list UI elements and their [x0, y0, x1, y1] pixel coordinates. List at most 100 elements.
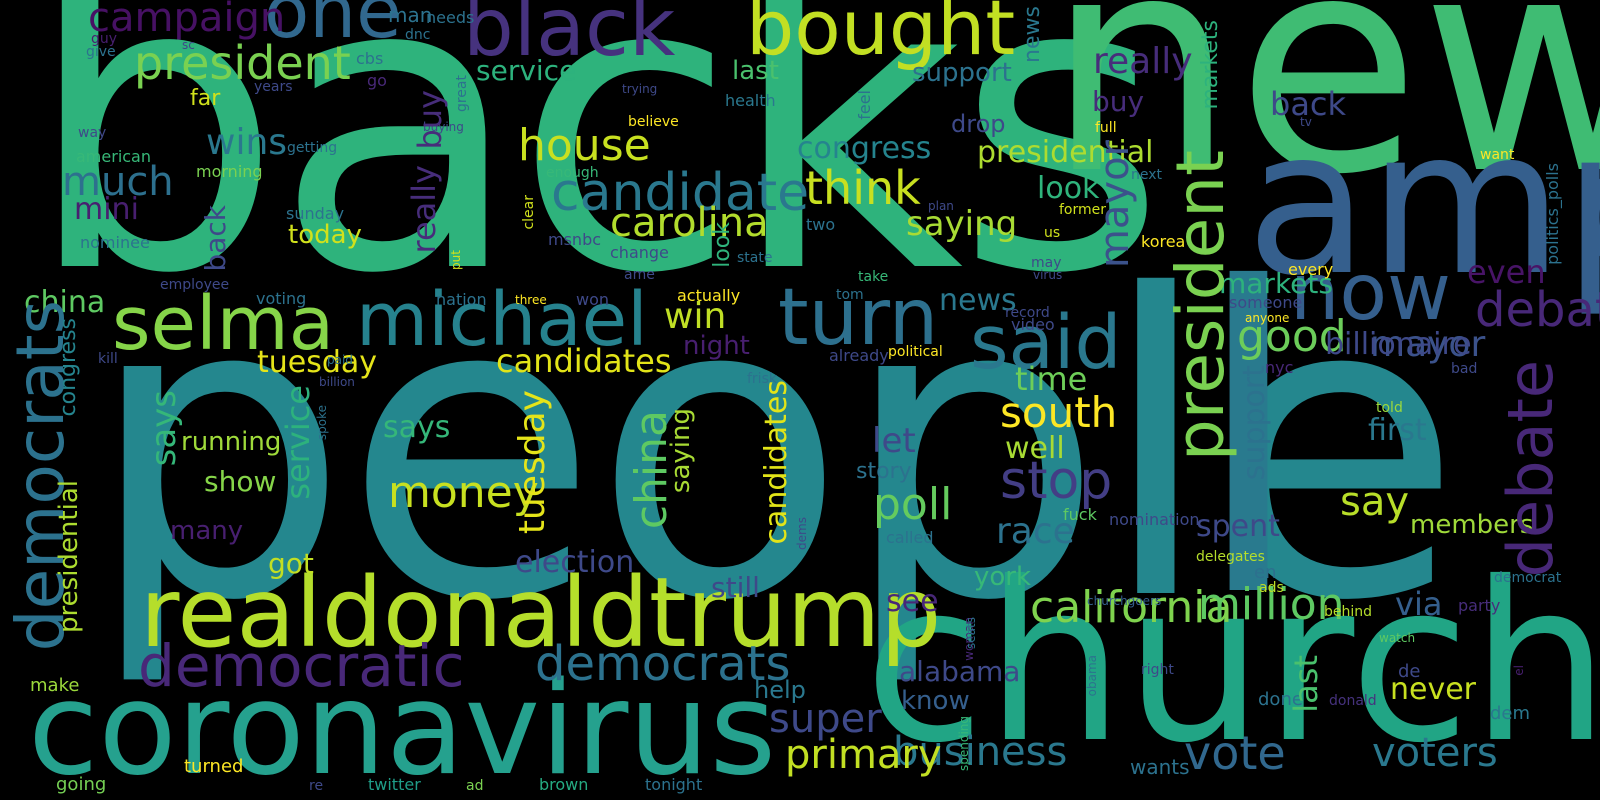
word-primary: say: [1340, 479, 1410, 525]
word-coronavirus: coronavirus: [28, 655, 777, 800]
word-donaldjtrumpjr: tonight: [645, 775, 703, 794]
word-tv: want: [1480, 147, 1515, 163]
word-selma: selma: [112, 281, 335, 367]
word-democrat: help: [754, 676, 806, 704]
word-fuck: turned: [184, 756, 244, 777]
word-candidate: voters: [1372, 730, 1498, 776]
word-million: vote: [1184, 726, 1286, 780]
word-politics_polls: every: [1288, 260, 1334, 279]
word-churchgoers: brown: [539, 775, 589, 794]
word-paid: billion: [319, 375, 355, 389]
word-saying: saying: [666, 408, 696, 494]
word-know: markets: [1219, 267, 1333, 300]
word-change: ame: [624, 267, 655, 283]
word-sunday: american: [76, 147, 151, 166]
word-msnbc: change: [610, 243, 669, 262]
word-race: tuesday: [257, 345, 378, 380]
word-donald: still: [711, 571, 760, 604]
word-first: china: [24, 285, 106, 320]
word-nyc: bad: [1451, 361, 1478, 377]
word-america: watch: [1379, 631, 1416, 645]
word-clear: clear: [521, 195, 537, 230]
word-us: korea: [1141, 232, 1186, 251]
word-support: support: [1237, 365, 1272, 481]
word-see: saying: [906, 204, 1018, 244]
word-win: carolina: [610, 200, 769, 246]
word-done: running: [181, 427, 282, 457]
word-anyone: nyc: [1265, 358, 1294, 377]
word-another: re: [309, 778, 324, 794]
word-poll: stop: [1000, 451, 1113, 511]
word-talk: donald: [1329, 693, 1377, 709]
word-wins: super: [769, 696, 882, 742]
word-feel: record: [1005, 305, 1050, 321]
word-many: buy: [1092, 85, 1145, 118]
word-election: support: [912, 58, 1012, 88]
word-already: political: [888, 344, 943, 360]
word-tonight: night: [683, 331, 750, 361]
word-twitter: well: [1005, 431, 1065, 466]
word-texas: behind: [1324, 604, 1373, 620]
word-never: time: [1015, 360, 1088, 398]
word-ad: billionaire: [1325, 327, 1472, 362]
word-realdonaldtrump: realdonaldtrump: [140, 557, 942, 669]
word-dnc: guy: [91, 31, 118, 47]
word-stop: think: [805, 161, 921, 215]
word-running: back: [1270, 85, 1347, 123]
word-people: people: [86, 208, 1463, 691]
word-pelosi: nominee: [80, 233, 150, 252]
word-don: en: [1254, 562, 1277, 583]
word-frisk: already: [829, 346, 889, 365]
word-year: right: [1141, 662, 1174, 678]
word-said: said: [970, 300, 1122, 386]
word-well: today: [288, 220, 362, 250]
word-needs: dnc: [405, 27, 431, 43]
word-going: first: [1368, 413, 1427, 448]
word-everyone: make: [30, 675, 80, 696]
word-told: story: [856, 459, 912, 484]
word-president: president: [1162, 150, 1239, 462]
word-years: cbs: [356, 49, 384, 68]
word-feel: feel: [855, 90, 874, 120]
word-actually: voting: [256, 289, 307, 308]
word-go: man: [388, 3, 433, 27]
word-one: one: [264, 0, 402, 55]
word-ads: never: [1390, 672, 1477, 707]
word-nation: three: [515, 293, 547, 307]
word-every: someone: [1229, 293, 1303, 312]
word-michael: michael: [356, 277, 648, 363]
word-dem: many: [170, 516, 244, 546]
word-billion: kill: [98, 351, 118, 367]
word-tom: plan: [928, 199, 954, 213]
word-great: great: [454, 75, 470, 113]
word-even: much: [62, 159, 174, 205]
word-voting: employee: [160, 277, 230, 293]
word-think: million: [1198, 579, 1345, 630]
word-night: says: [383, 410, 451, 445]
word-spent: candidates: [496, 342, 672, 380]
word-house: california: [1030, 582, 1233, 633]
word-look: look: [710, 222, 735, 268]
word-watch: alabama: [899, 655, 1021, 688]
word-best: dem: [1490, 703, 1531, 724]
word-make: election: [515, 545, 635, 580]
word-church: church: [864, 535, 1600, 791]
word-buying: trying: [622, 82, 658, 96]
word-backs: backs: [25, 0, 1166, 362]
word-man: needs: [426, 8, 475, 27]
word-markets: markets: [1198, 20, 1223, 110]
word-back: back: [199, 205, 232, 272]
word-record: us: [1044, 225, 1061, 241]
word-former: full: [1095, 120, 1117, 136]
word-three: won: [576, 290, 610, 309]
word-clear: msnbc: [548, 230, 602, 249]
word-let: mini: [74, 192, 139, 227]
word-way: far: [190, 86, 221, 111]
word-south: house: [518, 120, 651, 171]
word-health: believe: [628, 114, 679, 130]
word-end: ads: [1259, 580, 1284, 596]
word-bad: told: [1376, 400, 1403, 416]
word-next: former: [1059, 202, 1107, 218]
word-really: really: [405, 165, 443, 254]
word-bought: bought: [746, 0, 1016, 72]
